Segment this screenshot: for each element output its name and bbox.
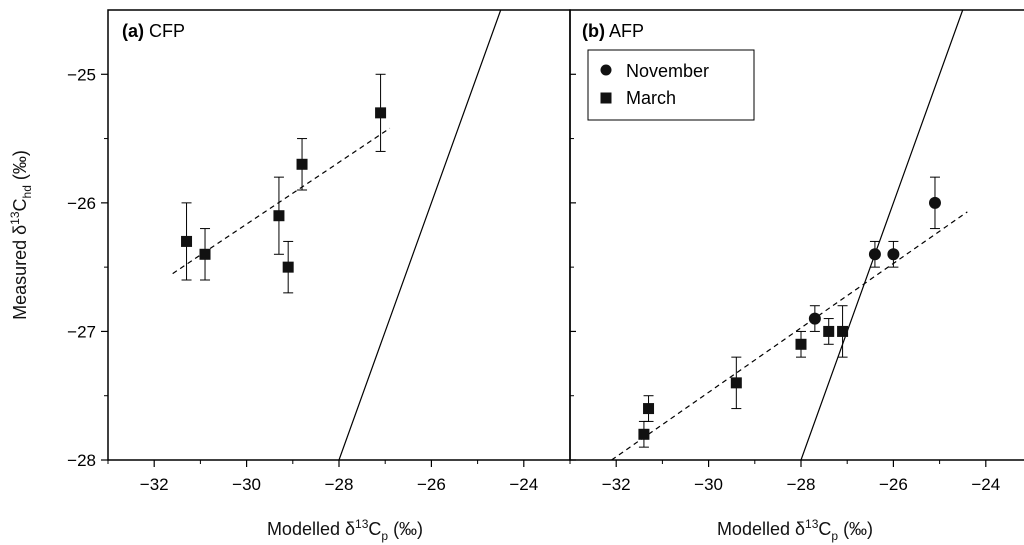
panel-b-november-point	[928, 196, 941, 209]
legend-november-label: November	[626, 61, 709, 81]
panel-b-x-tick-label: −24	[971, 475, 1000, 494]
panel-b-march-point	[837, 325, 849, 337]
panel-b: (b) AFP −32 −30 −28 −26 −24 November March M…	[569, 9, 1024, 543]
panel-b-one-to-one-line	[800, 10, 964, 460]
legend-march-label: March	[626, 88, 676, 108]
panel-a-y-tick-label: −27	[67, 322, 96, 341]
panel-a-label: (a) CFP	[122, 21, 185, 41]
panel-b-march-point	[638, 428, 650, 440]
panel-b-march-point	[730, 377, 742, 389]
panel-a-x-tick-label: −26	[417, 475, 446, 494]
panel-a-x-tick-label: −28	[325, 475, 354, 494]
panel-a-y-tick-label: −28	[67, 451, 96, 470]
panel-a-march-point	[199, 248, 211, 260]
panel-b-november-point	[808, 312, 821, 325]
panel-b-november-point	[887, 248, 900, 261]
panel-b-november-point	[868, 248, 881, 261]
panel-a-march-point	[375, 107, 387, 119]
panel-a-y-tick-label: −26	[67, 194, 96, 213]
panel-b-x-tick-label: −28	[787, 475, 816, 494]
panel-a-frame	[107, 9, 571, 461]
panel-b-lines	[611, 10, 968, 460]
panel-a-regression-line	[172, 127, 391, 275]
panel-b-label: (b) AFP	[582, 21, 644, 41]
y-axis-title: Measured δ13Chd (‰)	[8, 150, 34, 320]
legend-box	[587, 49, 755, 121]
panel-b-x-axis-title: Modelled δ13Cp (‰)	[717, 517, 873, 543]
panel-b-march-point	[643, 403, 655, 415]
panel-a-march-point	[296, 158, 308, 170]
panel-a-march-point	[282, 261, 294, 273]
panel-b-plot-area: −32 −30 −28 −26 −24	[569, 10, 1000, 494]
panel-a-x-tick-label: −24	[509, 475, 538, 494]
panel-b-march-point	[795, 338, 807, 350]
panel-a-march-point	[181, 235, 193, 247]
panel-a-plot-area: −32 −30 −28 −26 −24 −28 −27 −26 −25	[67, 10, 571, 494]
panel-a-march-point	[273, 210, 285, 222]
legend-november-marker	[600, 64, 612, 76]
panel-a-x-tick-label: −32	[140, 475, 169, 494]
panel-a-one-to-one-line	[338, 10, 502, 460]
panel-a-lines	[172, 10, 502, 460]
panel-a-x-axis-title: Modelled δ13Cp (‰)	[267, 517, 423, 543]
panel-b-x-tick-label: −32	[602, 475, 631, 494]
panel-b-march-point	[823, 325, 835, 337]
panel-b-regression-line	[611, 211, 968, 460]
legend-march-marker	[600, 92, 612, 104]
legend: November March	[587, 49, 755, 121]
panel-b-x-tick-label: −30	[694, 475, 723, 494]
panel-b-x-tick-label: −26	[879, 475, 908, 494]
panel-a-y-tick-label: −25	[67, 65, 96, 84]
panel-a-x-tick-label: −30	[232, 475, 261, 494]
panel-a: (a) CFP −32 −30 −28 −26 −24 −28 −27 −26 −25 Mode…	[67, 9, 571, 543]
